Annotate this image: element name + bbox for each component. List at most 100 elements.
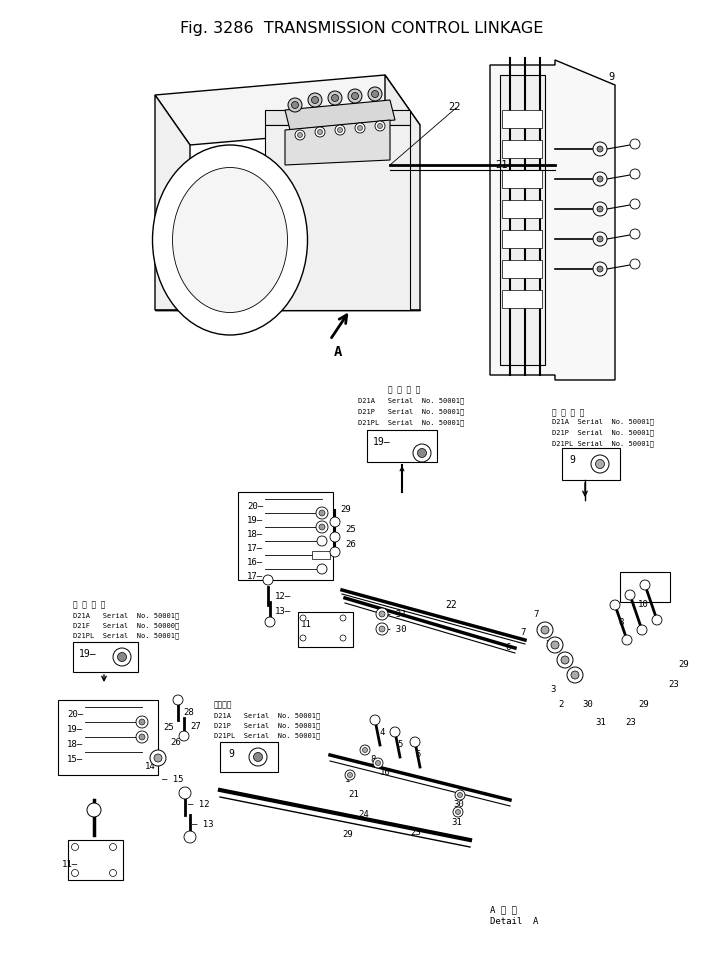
Circle shape xyxy=(390,727,400,737)
Bar xyxy=(502,230,542,248)
Text: 3: 3 xyxy=(550,685,555,694)
Text: 適 用 号 艦: 適 用 号 艦 xyxy=(388,385,421,394)
Circle shape xyxy=(72,843,78,851)
Text: 17—: 17— xyxy=(247,572,263,581)
Circle shape xyxy=(630,259,640,269)
Text: 26: 26 xyxy=(345,540,355,549)
Circle shape xyxy=(597,206,603,212)
Text: 23: 23 xyxy=(668,680,679,689)
Circle shape xyxy=(263,575,273,585)
Bar xyxy=(265,110,410,125)
Circle shape xyxy=(593,142,607,156)
Text: D21P   Serial  No. 50001～: D21P Serial No. 50001～ xyxy=(358,408,464,415)
Circle shape xyxy=(377,123,382,128)
Circle shape xyxy=(630,169,640,179)
Circle shape xyxy=(370,715,380,725)
Text: 25: 25 xyxy=(345,525,355,534)
Text: 15—: 15— xyxy=(67,755,83,764)
Text: Fig. 3286  TRANSMISSION CONTROL LINKAGE: Fig. 3286 TRANSMISSION CONTROL LINKAGE xyxy=(180,20,544,35)
Bar xyxy=(68,840,123,880)
Circle shape xyxy=(315,127,325,137)
Bar xyxy=(220,742,278,772)
Text: — 31: — 31 xyxy=(385,610,406,619)
Bar xyxy=(502,140,542,158)
Polygon shape xyxy=(285,100,395,130)
Text: 19—: 19— xyxy=(373,437,391,447)
Text: 適 用 号 油: 適 用 号 油 xyxy=(73,600,106,609)
Polygon shape xyxy=(385,75,420,310)
Text: — 15: — 15 xyxy=(162,775,183,784)
Circle shape xyxy=(567,667,583,683)
Circle shape xyxy=(332,95,339,101)
Text: 23: 23 xyxy=(625,718,636,727)
Circle shape xyxy=(72,870,78,877)
Text: D21A   Serial  No. 50001～: D21A Serial No. 50001～ xyxy=(214,712,320,719)
Circle shape xyxy=(117,653,127,662)
Text: 27: 27 xyxy=(190,722,201,731)
Text: 10: 10 xyxy=(380,768,391,777)
Circle shape xyxy=(376,623,388,635)
Circle shape xyxy=(139,719,145,725)
Circle shape xyxy=(308,93,322,107)
Polygon shape xyxy=(155,95,190,310)
Text: 29: 29 xyxy=(678,660,689,669)
Text: 18—: 18— xyxy=(247,530,263,539)
Text: 31: 31 xyxy=(595,718,606,727)
Circle shape xyxy=(253,752,263,762)
Circle shape xyxy=(300,635,306,641)
Text: 19—: 19— xyxy=(67,725,83,734)
Text: Detail  A: Detail A xyxy=(490,917,539,926)
Circle shape xyxy=(179,731,189,741)
Bar xyxy=(500,75,545,365)
Polygon shape xyxy=(285,120,390,165)
Bar xyxy=(502,110,542,128)
Circle shape xyxy=(265,617,275,627)
Circle shape xyxy=(453,807,463,817)
Text: A: A xyxy=(334,345,342,359)
Circle shape xyxy=(561,656,569,664)
Circle shape xyxy=(136,716,148,728)
Text: 22: 22 xyxy=(445,600,457,610)
Ellipse shape xyxy=(153,145,308,335)
Circle shape xyxy=(363,748,368,752)
Circle shape xyxy=(458,793,463,797)
Text: 11: 11 xyxy=(300,620,311,629)
Circle shape xyxy=(596,460,605,468)
Circle shape xyxy=(358,125,363,131)
Circle shape xyxy=(316,507,328,519)
Ellipse shape xyxy=(172,167,287,313)
Text: 24: 24 xyxy=(545,640,556,649)
Bar xyxy=(502,170,542,188)
Circle shape xyxy=(311,97,319,103)
Bar xyxy=(58,700,158,775)
Text: 18—: 18— xyxy=(67,740,83,749)
Text: 22: 22 xyxy=(448,102,460,112)
Circle shape xyxy=(610,600,620,610)
Text: D21A  Serial  No. 50001～: D21A Serial No. 50001～ xyxy=(552,418,654,424)
Text: 11—: 11— xyxy=(62,860,78,869)
Text: 30: 30 xyxy=(453,800,464,809)
Text: 5: 5 xyxy=(397,740,403,749)
Circle shape xyxy=(288,98,302,112)
Text: D21P   Serial  No. 50001～: D21P Serial No. 50001～ xyxy=(214,722,320,728)
Circle shape xyxy=(154,754,162,762)
Text: D21A   Serial  No. 50001～: D21A Serial No. 50001～ xyxy=(73,612,180,619)
Circle shape xyxy=(551,641,559,649)
Circle shape xyxy=(630,229,640,239)
Text: 25: 25 xyxy=(163,723,174,732)
Circle shape xyxy=(375,121,385,131)
Circle shape xyxy=(537,622,553,638)
Circle shape xyxy=(571,671,579,679)
Circle shape xyxy=(337,127,342,133)
Circle shape xyxy=(373,758,383,768)
Text: 4: 4 xyxy=(380,728,385,737)
Circle shape xyxy=(622,635,632,645)
Text: 28: 28 xyxy=(183,708,194,717)
Text: 21: 21 xyxy=(495,160,508,170)
Circle shape xyxy=(371,91,379,98)
Circle shape xyxy=(597,236,603,242)
Circle shape xyxy=(360,745,370,755)
Circle shape xyxy=(597,176,603,182)
Circle shape xyxy=(184,831,196,843)
Bar xyxy=(502,290,542,308)
